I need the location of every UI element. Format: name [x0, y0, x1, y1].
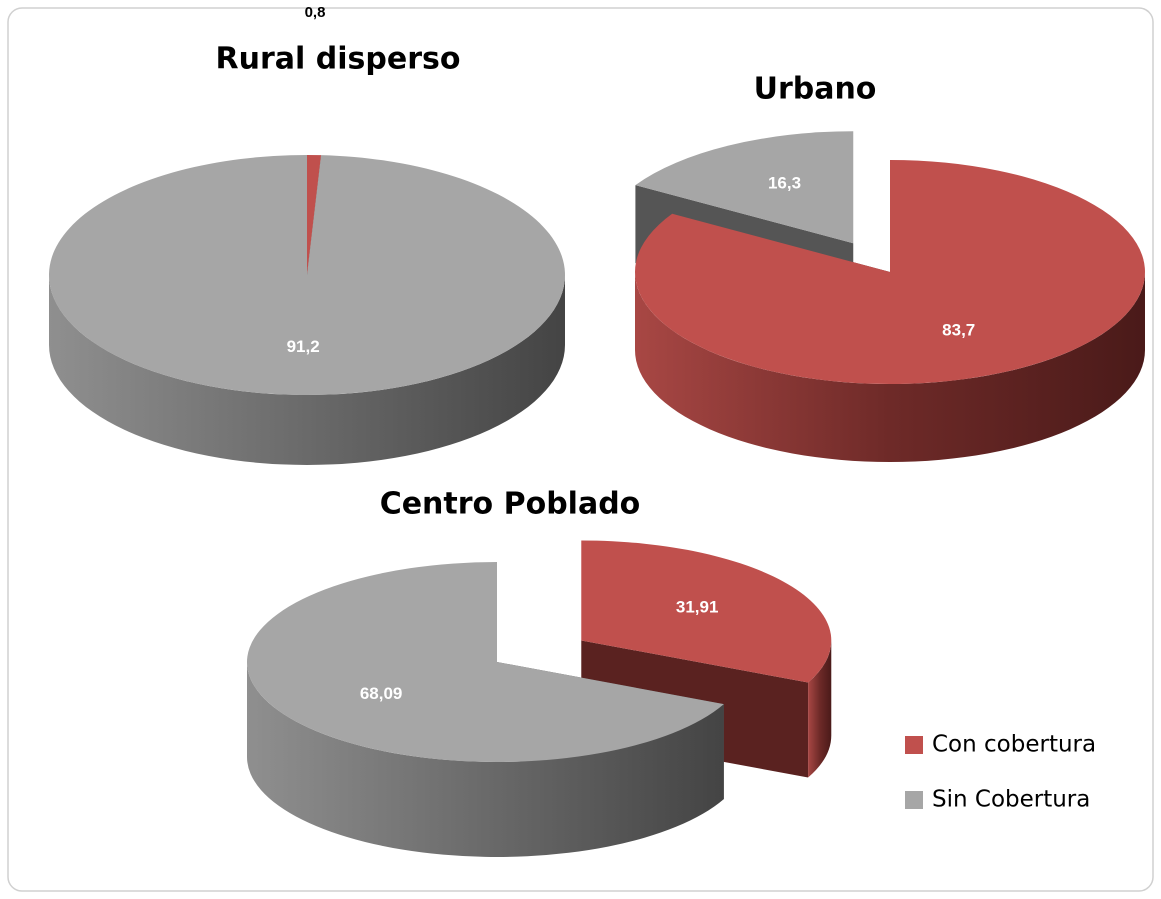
legend-swatch	[905, 736, 923, 754]
slice-top	[635, 131, 854, 244]
slice-side	[808, 640, 832, 778]
slice-top	[247, 562, 724, 762]
value-label: 0,8	[305, 4, 326, 21]
slice-top	[581, 540, 832, 683]
slice-side	[49, 275, 565, 465]
chart-title: Urbano	[754, 72, 877, 107]
legend-label: Sin Cobertura	[932, 787, 1090, 813]
chart-title: Rural disperso	[216, 42, 461, 77]
slice-top	[49, 154, 566, 395]
value-label: 68,09	[360, 684, 403, 703]
slice-top	[307, 155, 322, 275]
slice-side	[247, 662, 724, 857]
legend-swatch	[905, 791, 923, 809]
slice-side	[635, 272, 1145, 462]
chart-title: Centro Poblado	[380, 487, 641, 522]
legend-label: Con cobertura	[932, 732, 1096, 758]
value-label: 16,3	[768, 174, 801, 193]
slice-top	[635, 160, 1146, 384]
value-label: 83,7	[942, 321, 975, 340]
value-label: 31,91	[676, 597, 719, 616]
value-label: 91,2	[287, 337, 320, 356]
